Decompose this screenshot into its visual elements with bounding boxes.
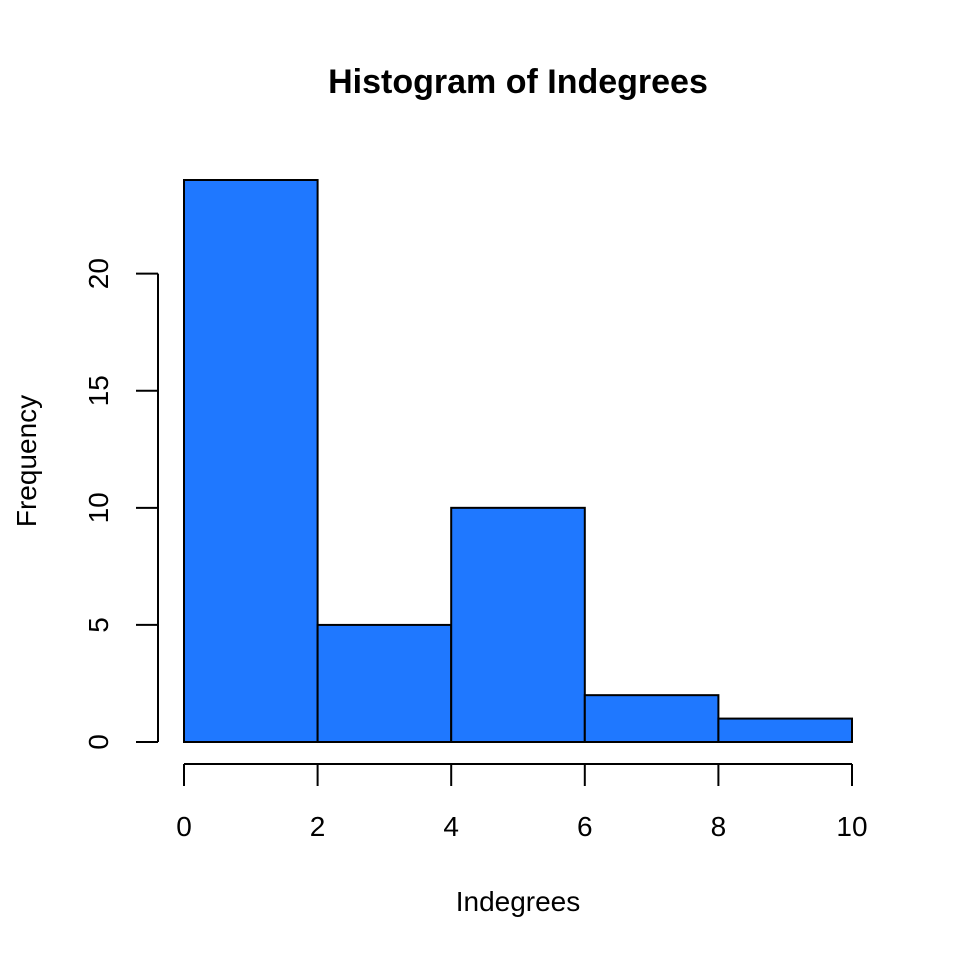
y-tick-label-1: 5 bbox=[83, 617, 114, 633]
histogram-bar-4 bbox=[717, 717, 854, 743]
chart-title: Histogram of Indegrees bbox=[328, 63, 708, 101]
x-tick-label-4: 8 bbox=[711, 811, 727, 842]
y-axis: 0 5 10 15 20 bbox=[83, 258, 159, 750]
y-tick-label-3: 15 bbox=[83, 375, 114, 406]
y-axis-label: Frequency bbox=[11, 395, 42, 527]
histogram-bar-0 bbox=[183, 179, 319, 743]
bars-layer bbox=[183, 179, 854, 744]
x-axis: 0 2 4 6 8 10 bbox=[176, 763, 868, 842]
x-axis-label: Indegrees bbox=[456, 886, 581, 917]
histogram-bar-1 bbox=[316, 623, 453, 744]
x-tick-label-1: 2 bbox=[310, 811, 326, 842]
x-tick-label-0: 0 bbox=[176, 811, 192, 842]
x-tick-label-2: 4 bbox=[443, 811, 459, 842]
x-tick-label-3: 6 bbox=[577, 811, 593, 842]
histogram-bar-2 bbox=[450, 506, 586, 744]
x-tick-label-5: 10 bbox=[836, 811, 867, 842]
histogram-bar-3 bbox=[583, 694, 720, 744]
y-tick-label-2: 10 bbox=[83, 492, 114, 523]
y-tick-label-4: 20 bbox=[83, 258, 114, 289]
y-tick-label-0: 0 bbox=[83, 734, 114, 750]
